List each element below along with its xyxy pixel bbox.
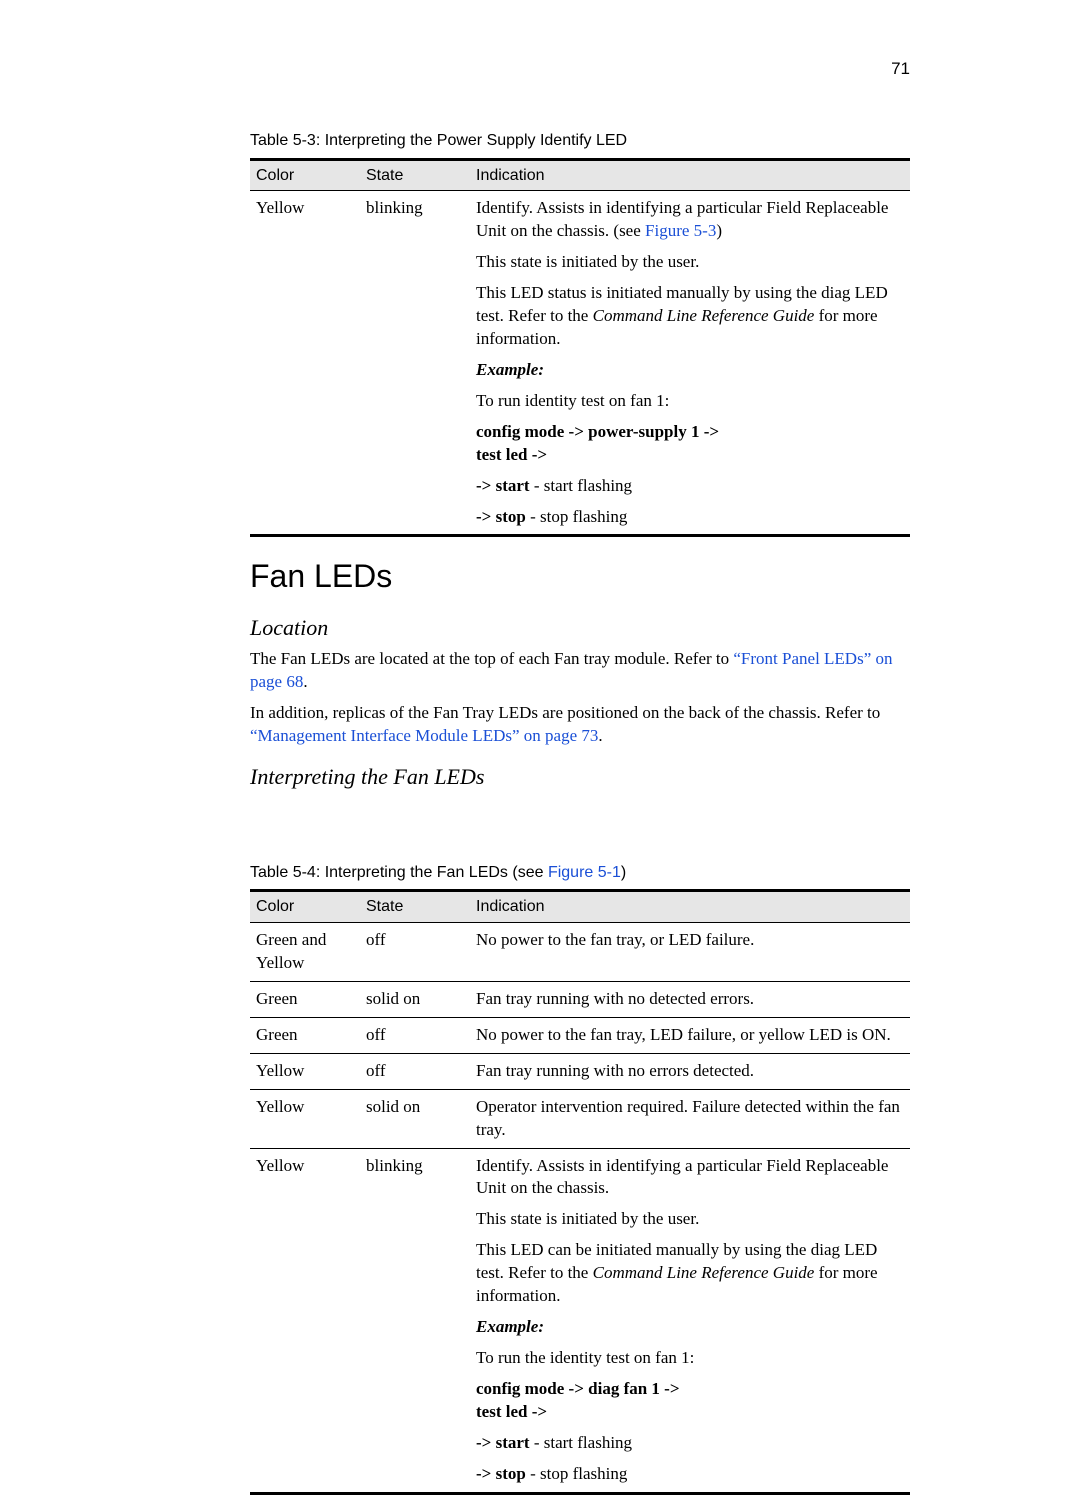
- col-indication: Indication: [470, 891, 910, 923]
- text: To run the identity test on fan 1:: [476, 1347, 904, 1370]
- text: - stop flashing: [526, 1464, 628, 1483]
- cell-color: Yellow: [250, 191, 360, 536]
- cell-color: Yellow: [250, 1089, 360, 1148]
- table-row: Yellow blinking Identify. Assists in ide…: [250, 1148, 910, 1493]
- xref-figure-5-3[interactable]: Figure 5-3: [645, 221, 716, 240]
- text: Table 5-4: Interpreting the Fan LEDs (se…: [250, 864, 548, 881]
- text: This state is initiated by the user.: [476, 1208, 904, 1231]
- cell-state: off: [360, 1017, 470, 1053]
- cell-color: Green: [250, 1017, 360, 1053]
- cmd: config mode -> diag fan 1 ->: [476, 1379, 680, 1398]
- paragraph: In addition, replicas of the Fan Tray LE…: [250, 702, 910, 748]
- page: 71 Table 5-3: Interpreting the Power Sup…: [0, 0, 1080, 1397]
- text: Command Line Reference Guide: [593, 306, 815, 325]
- text: The Fan LEDs are located at the top of e…: [250, 649, 733, 668]
- xref-figure-5-1[interactable]: Figure 5-1: [548, 864, 621, 881]
- example-label: Example:: [476, 1316, 904, 1339]
- text: - start flashing: [530, 476, 632, 495]
- table-row: Green off No power to the fan tray, LED …: [250, 1017, 910, 1053]
- text: In addition, replicas of the Fan Tray LE…: [250, 703, 880, 722]
- text: .: [303, 672, 307, 691]
- text: Command Line Reference Guide: [593, 1263, 815, 1282]
- page-number: 71: [891, 58, 910, 81]
- cell-state: off: [360, 922, 470, 981]
- cmd: -> stop: [476, 507, 526, 526]
- text: Identify. Assists in identifying a parti…: [476, 1155, 904, 1201]
- text: To run identity test on fan 1:: [476, 390, 904, 413]
- col-color: Color: [250, 891, 360, 923]
- heading-fan-leds: Fan LEDs: [250, 555, 910, 598]
- cmd: -> stop: [476, 1464, 526, 1483]
- cmd: test led ->: [476, 1402, 547, 1421]
- xref-mgmt-interface-leds[interactable]: “Management Interface Module LEDs” on pa…: [250, 726, 598, 745]
- cell-indication: Fan tray running with no errors detected…: [470, 1053, 910, 1089]
- cell-indication: No power to the fan tray, or LED failure…: [470, 922, 910, 981]
- cell-color: Green: [250, 981, 360, 1017]
- cmd: -> start: [476, 476, 530, 495]
- text: - stop flashing: [526, 507, 628, 526]
- col-color: Color: [250, 159, 360, 191]
- table-row: Yellow off Fan tray running with no erro…: [250, 1053, 910, 1089]
- text: ): [621, 864, 626, 881]
- cmd: -> start: [476, 1433, 530, 1452]
- text: .: [598, 726, 602, 745]
- cell-indication: Identify. Assists in identifying a parti…: [470, 191, 910, 536]
- table-row: Green and Yellow off No power to the fan…: [250, 922, 910, 981]
- cell-state: solid on: [360, 1089, 470, 1148]
- table-5-3: Color State Indication Yellow blinking I…: [250, 158, 910, 538]
- cell-indication: Fan tray running with no detected errors…: [470, 981, 910, 1017]
- cell-state: blinking: [360, 191, 470, 536]
- table-row: Green solid on Fan tray running with no …: [250, 981, 910, 1017]
- cell-state: off: [360, 1053, 470, 1089]
- cell-state: solid on: [360, 981, 470, 1017]
- cell-indication: Identify. Assists in identifying a parti…: [470, 1148, 910, 1493]
- table-row: Yellow solid on Operator intervention re…: [250, 1089, 910, 1148]
- text: - start flashing: [530, 1433, 632, 1452]
- heading-location: Location: [250, 613, 910, 643]
- heading-interpreting-fan-leds: Interpreting the Fan LEDs: [250, 762, 910, 792]
- col-state: State: [360, 159, 470, 191]
- col-state: State: [360, 891, 470, 923]
- cell-indication: Operator intervention required. Failure …: [470, 1089, 910, 1148]
- example-label: Example:: [476, 359, 904, 382]
- table-5-3-caption: Table 5-3: Interpreting the Power Supply…: [250, 130, 910, 152]
- cmd: test led ->: [476, 445, 547, 464]
- table-5-4: Color State Indication Green and Yellow …: [250, 889, 910, 1494]
- table-header-row: Color State Indication: [250, 159, 910, 191]
- cell-color: Yellow: [250, 1053, 360, 1089]
- cell-state: blinking: [360, 1148, 470, 1493]
- text: ): [716, 221, 722, 240]
- text: This state is initiated by the user.: [476, 251, 904, 274]
- table-5-4-caption: Table 5-4: Interpreting the Fan LEDs (se…: [250, 862, 910, 884]
- paragraph: The Fan LEDs are located at the top of e…: [250, 648, 910, 694]
- col-indication: Indication: [470, 159, 910, 191]
- table-header-row: Color State Indication: [250, 891, 910, 923]
- table-row: Yellow blinking Identify. Assists in ide…: [250, 191, 910, 536]
- cmd: config mode -> power-supply 1 ->: [476, 422, 719, 441]
- cell-color: Green and Yellow: [250, 922, 360, 981]
- cell-color: Yellow: [250, 1148, 360, 1493]
- cell-indication: No power to the fan tray, LED failure, o…: [470, 1017, 910, 1053]
